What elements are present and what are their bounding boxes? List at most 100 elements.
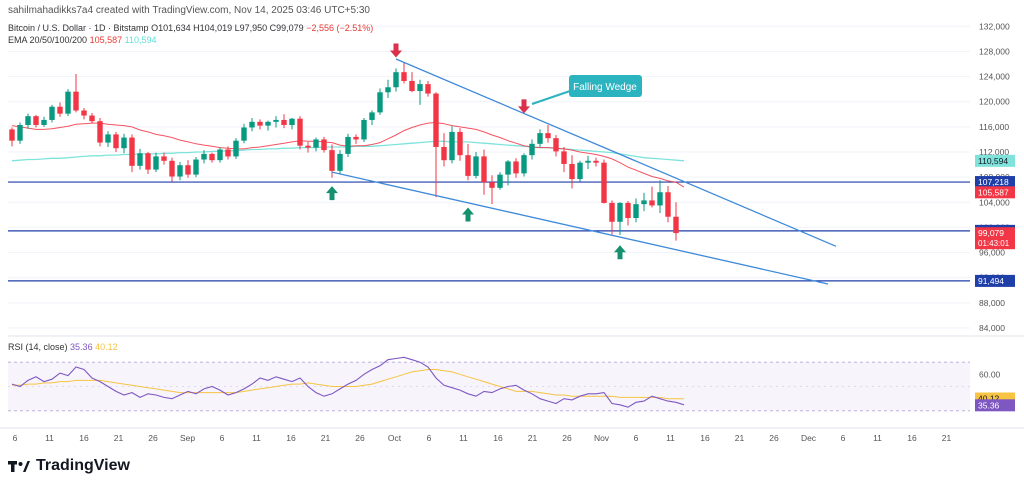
- price-tick-label: 112,000: [979, 147, 1009, 157]
- candle: [265, 120, 271, 131]
- rsi-label-background: [975, 399, 1015, 412]
- rsi-ma-line: [12, 369, 684, 400]
- candle: [601, 159, 607, 204]
- price-label-text: 107,218: [978, 177, 1009, 187]
- candle: [121, 133, 127, 154]
- candle: [153, 152, 159, 173]
- candle: [585, 155, 591, 169]
- candle-body: [401, 72, 407, 81]
- candle-body: [513, 161, 519, 174]
- candle-body: [361, 119, 367, 140]
- candle-body: [553, 138, 559, 152]
- rsi-legend[interactable]: RSI (14, close) 35.36 40.12: [8, 342, 118, 352]
- candle: [337, 150, 343, 174]
- rsi-label: RSI (14, close): [8, 342, 68, 352]
- candle-body: [345, 136, 351, 154]
- candle-body: [9, 129, 15, 141]
- falling-wedge-annotation[interactable]: Falling Wedge: [531, 75, 642, 105]
- candle-body: [585, 160, 591, 163]
- candle-body: [153, 156, 159, 170]
- price-tick-label: 84,000: [979, 323, 1005, 333]
- candle: [217, 147, 223, 163]
- candle: [273, 116, 279, 128]
- up-arrow-marker: [462, 207, 474, 222]
- candle-body: [601, 162, 607, 203]
- candle: [193, 157, 199, 178]
- time-tick-label: 6: [220, 433, 225, 443]
- candle: [409, 72, 415, 93]
- candle-body: [137, 153, 143, 166]
- price-label-background: [975, 154, 1015, 167]
- candle-body: [417, 84, 423, 92]
- annotation-text: Falling Wedge: [573, 82, 637, 93]
- candle-body: [233, 140, 239, 157]
- candle-body: [337, 153, 343, 171]
- candle: [465, 143, 471, 181]
- rsi-label-text: 35.36: [978, 400, 1000, 410]
- candle: [145, 152, 151, 174]
- candle-body: [57, 106, 63, 114]
- candle: [345, 133, 351, 158]
- price-label: 91,494: [975, 274, 1015, 287]
- candle: [257, 119, 263, 130]
- time-tick-label: 26: [562, 433, 572, 443]
- candle-body: [289, 118, 295, 125]
- candle: [641, 192, 647, 212]
- price-tick-label: 132,000: [979, 21, 1010, 31]
- candle: [457, 128, 463, 161]
- candle: [81, 108, 87, 120]
- candle-body: [609, 202, 615, 222]
- candle-body: [465, 155, 471, 176]
- candle: [401, 62, 407, 84]
- candle: [97, 118, 103, 147]
- candle-body: [497, 174, 503, 188]
- down-arrow-marker: [518, 99, 530, 114]
- candle: [657, 180, 663, 213]
- candle-body: [185, 165, 191, 175]
- candle-body: [385, 87, 391, 93]
- time-tick-label: 11: [252, 433, 261, 443]
- candle-body: [257, 121, 263, 126]
- price-label-background: [975, 274, 1015, 287]
- tradingview-logo[interactable]: TradingView: [8, 456, 130, 476]
- candle-body: [625, 202, 631, 218]
- candle: [305, 141, 311, 153]
- candle: [665, 185, 671, 223]
- candle-body: [329, 150, 335, 171]
- symbol-header: Bitcoin / U.S. Dollar · 1D · Bitstamp O1…: [8, 23, 373, 33]
- price-label-text: 99,079: [978, 228, 1004, 238]
- candle-body: [393, 72, 399, 88]
- price-label: 105,587: [975, 186, 1015, 199]
- candle-body: [161, 156, 167, 161]
- candle-body: [193, 159, 199, 175]
- candle: [129, 134, 135, 173]
- candle: [49, 104, 55, 123]
- candle: [161, 152, 167, 165]
- time-tick-label: Nov: [594, 433, 610, 443]
- candle-body: [33, 116, 39, 125]
- price-tick-label: 96,000: [979, 248, 1005, 258]
- time-tick-label: 11: [666, 433, 675, 443]
- price-tick-label: 120,000: [979, 97, 1010, 107]
- candle: [321, 136, 327, 153]
- time-tick-label: 6: [13, 433, 18, 443]
- price-label-background: [975, 186, 1015, 199]
- candle-body: [105, 134, 111, 143]
- candle-body: [617, 202, 623, 222]
- candle: [25, 113, 31, 129]
- candle: [481, 149, 487, 195]
- time-tick-label: 26: [769, 433, 779, 443]
- candle-body: [673, 216, 679, 234]
- candle: [513, 158, 519, 178]
- price-tick-label: 104,000: [979, 197, 1010, 207]
- ema-legend[interactable]: EMA 20/50/100/200 105,587 110,594: [8, 35, 157, 45]
- candle-body: [633, 204, 639, 218]
- candle-body: [529, 143, 535, 156]
- time-tick-label: 21: [321, 433, 331, 443]
- annotation-box[interactable]: [569, 75, 642, 97]
- candle-body: [369, 112, 375, 120]
- price-tick-label: 88,000: [979, 298, 1005, 308]
